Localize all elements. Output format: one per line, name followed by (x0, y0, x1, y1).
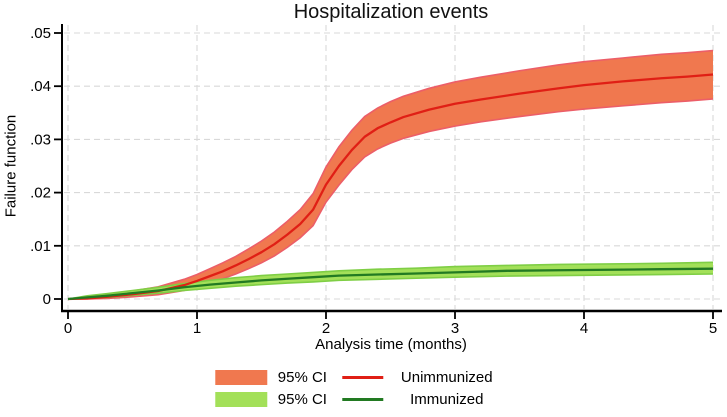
ci-upper-edge-immunized (67, 261, 714, 300)
series-label-unimmunized: Unimmunized (400, 369, 493, 386)
chart-title: Hospitalization events (293, 1, 489, 23)
y-tick-label: .05 (30, 25, 51, 42)
line-sample-immunized (341, 398, 383, 401)
x-tick-label: 5 (709, 320, 717, 337)
ci-upper-edge-unimmunized (67, 49, 714, 300)
legend-row-unimmunized: 95% CI Unimmunized (214, 368, 501, 387)
x-tick-label: 3 (451, 320, 459, 337)
x-tick-label: 1 (193, 320, 201, 337)
y-tick-label: .03 (30, 131, 51, 148)
x-axis-title: Analysis time (months) (315, 336, 467, 353)
y-tick-label: .01 (30, 238, 51, 255)
legend: 95% CI Unimmunized 95% CI Immunized (214, 368, 501, 409)
series-label-immunized: Immunized (410, 391, 484, 408)
y-tick-label: .04 (30, 78, 51, 95)
ci-lower-edge-immunized (67, 273, 714, 300)
series-line-immunized (67, 267, 714, 301)
y-tick-label: 0 (43, 291, 51, 308)
series-line-unimmunized (67, 73, 714, 301)
ci-swatch-immunized (214, 392, 267, 407)
x-tick-label: 0 (64, 320, 72, 337)
y-tick-label: .02 (30, 185, 51, 202)
ci-label: 95% CI (277, 391, 327, 408)
legend-row-immunized: 95% CI Immunized (214, 390, 501, 409)
ci-label: 95% CI (277, 369, 327, 386)
ci-band-unimmunized (68, 50, 713, 299)
line-sample-unimmunized (341, 376, 383, 379)
x-tick-label: 4 (580, 320, 588, 337)
x-tick-label: 2 (322, 320, 330, 337)
ci-swatch-unimmunized (214, 370, 267, 385)
